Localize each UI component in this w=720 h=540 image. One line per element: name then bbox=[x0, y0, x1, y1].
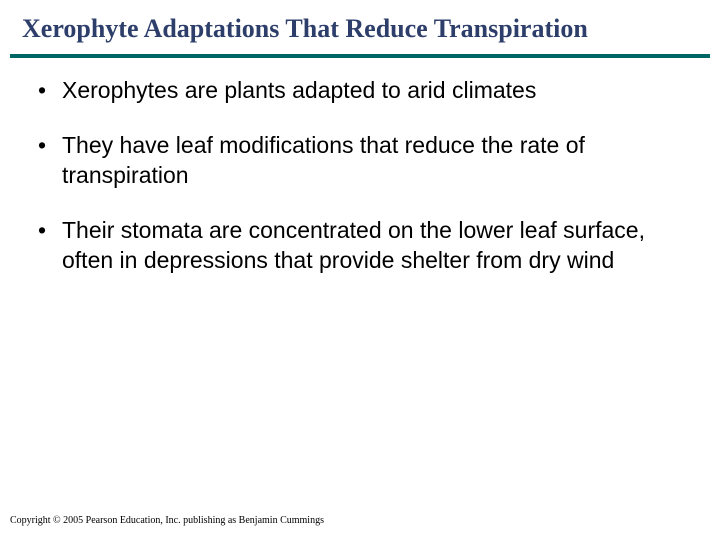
bullet-item: Xerophytes are plants adapted to arid cl… bbox=[36, 76, 684, 105]
content-area: Xerophytes are plants adapted to arid cl… bbox=[0, 76, 720, 275]
bullet-item: Their stomata are concentrated on the lo… bbox=[36, 216, 684, 275]
bullet-list: Xerophytes are plants adapted to arid cl… bbox=[36, 76, 684, 275]
title-underline-rule bbox=[10, 54, 710, 58]
copyright-text: Copyright © 2005 Pearson Education, Inc.… bbox=[10, 515, 324, 526]
bullet-item: They have leaf modifications that reduce… bbox=[36, 131, 684, 190]
slide: Xerophyte Adaptations That Reduce Transp… bbox=[0, 0, 720, 540]
slide-title: Xerophyte Adaptations That Reduce Transp… bbox=[0, 0, 720, 54]
